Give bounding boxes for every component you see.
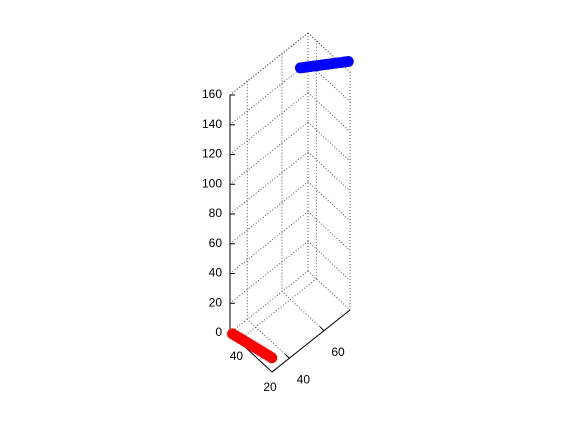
z-tick-label: 20 [209,295,223,309]
grid-line [229,270,309,334]
grid-line [229,181,309,245]
y-axis [271,309,351,373]
grid-line [307,270,351,311]
z-tick-label: 100 [202,176,222,190]
grid-line [229,62,309,126]
z-tick-label: 120 [202,147,222,161]
z-tick-label: 60 [209,236,223,250]
grid-line [307,121,351,162]
grid-line [229,211,309,274]
y-tick [284,353,290,359]
grid-line [307,181,351,222]
grid-line [307,240,351,281]
x-tick-label: 20 [263,380,277,394]
z-tick-label: 160 [202,87,222,101]
grid-line [229,92,309,155]
data-point [266,352,278,364]
z-tick-label: 140 [202,117,222,131]
y-tick [319,326,325,332]
z-tick-label: 40 [209,266,223,280]
grid-line [307,92,351,132]
grid-line [307,151,351,192]
grid-line [246,318,290,359]
y-tick-label: 60 [331,345,345,359]
y-tick-label: 40 [297,372,311,386]
data-point [342,55,354,67]
z-tick-label: 0 [215,325,222,339]
grid-line [281,291,325,332]
grid-line [229,240,309,304]
x-tick [271,368,277,373]
grid-line [238,278,317,342]
grid-line [307,211,351,251]
z-tick-label: 80 [209,206,223,220]
x-tick-label: 40 [230,349,244,363]
grid-line [229,151,309,215]
grid-line [307,32,351,73]
grid-line [229,121,309,185]
